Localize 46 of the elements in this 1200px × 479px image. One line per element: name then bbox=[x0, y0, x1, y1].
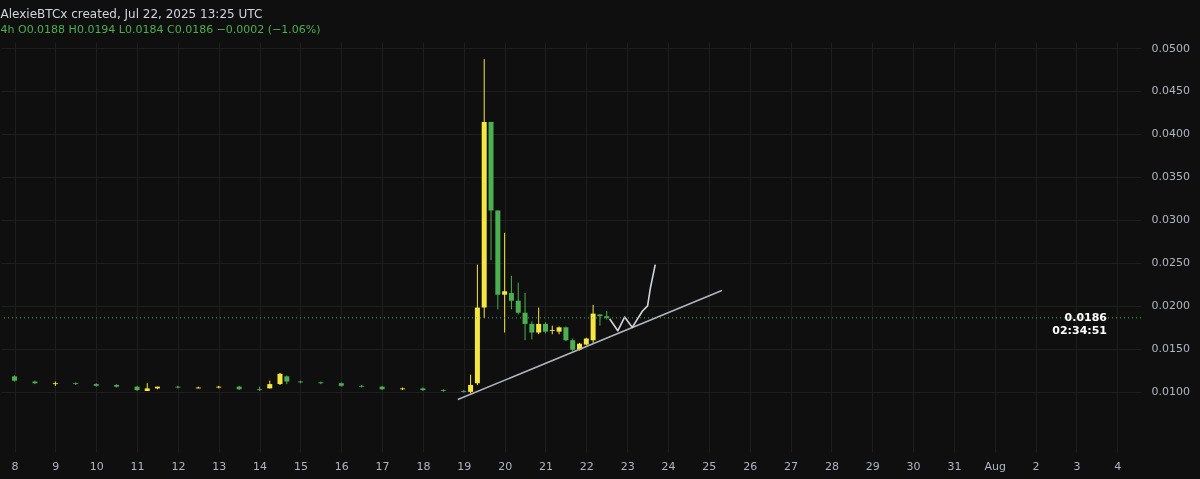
candlestick bbox=[502, 232, 508, 334]
x-tick-label: 4 bbox=[1114, 459, 1122, 473]
x-tick-label: 16 bbox=[334, 459, 349, 473]
chart-title: AlexieBTCx created, Jul 22, 2025 13:25 UTC bbox=[0, 7, 263, 21]
x-tick-label: 20 bbox=[498, 459, 513, 473]
x-tick-label: 28 bbox=[824, 459, 839, 473]
x-tick-label: 3 bbox=[1073, 459, 1081, 473]
x-tick-label: 31 bbox=[947, 459, 962, 473]
x-tick-label: 19 bbox=[457, 459, 472, 473]
x-tick-label: 27 bbox=[784, 459, 799, 473]
x-tick-label: 11 bbox=[130, 459, 145, 473]
x-tick-label: 30 bbox=[906, 459, 921, 473]
x-tick-label: 18 bbox=[416, 459, 431, 473]
y-tick-label: 0.0250 bbox=[1151, 256, 1190, 270]
x-tick-label: 13 bbox=[212, 459, 227, 473]
x-tick-label: 25 bbox=[702, 459, 717, 473]
x-tick-label: 12 bbox=[171, 459, 186, 473]
y-tick-label: 0.0200 bbox=[1151, 299, 1190, 313]
y-tick-label: 0.0450 bbox=[1151, 84, 1190, 98]
x-tick-label: 9 bbox=[52, 459, 60, 473]
x-tick-label: 23 bbox=[620, 459, 635, 473]
chart-subtitle: 4h O0.0188 H0.0194 L0.0184 C0.0186 −0.0002 (−1.06%) bbox=[0, 23, 321, 36]
y-tick-label: 0.0300 bbox=[1151, 213, 1190, 227]
y-tick-label: 0.0500 bbox=[1151, 41, 1190, 55]
x-tick-label: 14 bbox=[253, 459, 268, 473]
y-tick-label: 0.0400 bbox=[1151, 127, 1190, 141]
x-tick-label: 22 bbox=[579, 459, 594, 473]
y-tick-label: 0.0350 bbox=[1151, 170, 1190, 184]
x-tick-label: 29 bbox=[865, 459, 880, 473]
x-tick-label: 24 bbox=[661, 459, 676, 473]
y-tick-label: 0.0150 bbox=[1151, 342, 1190, 356]
candlestick bbox=[536, 307, 542, 335]
x-tick-label: 15 bbox=[293, 459, 308, 473]
y-tick-label: 0.0100 bbox=[1151, 385, 1190, 399]
x-tick-label: 2 bbox=[1032, 459, 1040, 473]
x-tick-label: 26 bbox=[743, 459, 758, 473]
x-tick-label: 21 bbox=[538, 459, 553, 473]
ref-line-label: 0.0186 02:34:51 bbox=[1052, 310, 1108, 337]
candlestick bbox=[468, 374, 474, 395]
candlestick bbox=[508, 275, 514, 310]
candlestick bbox=[529, 320, 535, 340]
x-tick-label: 17 bbox=[375, 459, 390, 473]
x-tick-label: Aug bbox=[984, 459, 1006, 473]
x-tick-label: 10 bbox=[89, 459, 104, 473]
candlestick bbox=[515, 282, 521, 315]
x-tick-label: 8 bbox=[11, 459, 19, 473]
